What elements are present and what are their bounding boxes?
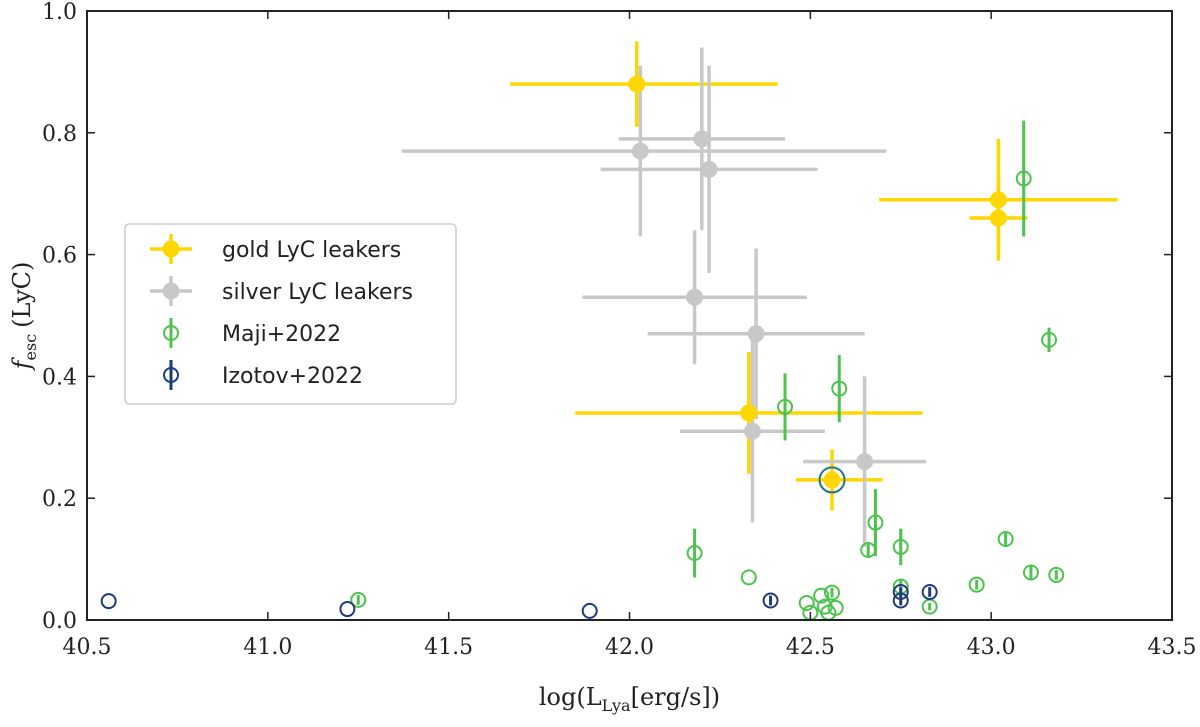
silver-lyc-leakers-point xyxy=(693,130,711,148)
maji-2022-point xyxy=(798,594,815,611)
legend-marker xyxy=(163,367,179,383)
y-tick-label: 0.2 xyxy=(42,487,77,512)
x-axis-label: log(LLya[erg/s]) xyxy=(539,683,720,715)
legend-marker xyxy=(163,325,179,341)
maji-2022-point xyxy=(968,576,985,593)
maji-2022-point xyxy=(860,541,877,558)
silver-lyc-leakers-point xyxy=(743,422,761,440)
legend-label: Izotov+2022 xyxy=(222,364,363,389)
maji-2022-point xyxy=(892,538,909,555)
x-tick-label: 41.5 xyxy=(424,635,473,660)
legend-box xyxy=(124,223,457,405)
gold-lyc-leakers-point xyxy=(740,404,758,422)
maji-2022-point xyxy=(813,587,830,604)
silver-lyc-leakers-point xyxy=(856,453,874,471)
izotov-2022-point xyxy=(921,583,938,600)
silver-lyc-leakers-point xyxy=(747,325,765,343)
errorbar-layer xyxy=(356,41,1118,611)
izotov-2022-point xyxy=(100,593,117,610)
y-tick-label: 0.4 xyxy=(42,365,77,390)
highlight-ring xyxy=(818,466,846,494)
legend-label: Maji+2022 xyxy=(222,322,341,347)
y-tick-label: 1.0 xyxy=(42,0,77,25)
maji-2022-point xyxy=(686,545,703,562)
silver-lyc-leakers-point xyxy=(631,142,649,160)
gold-lyc-leakers-point xyxy=(823,471,841,489)
x-tick-label: 43.5 xyxy=(1148,635,1197,660)
legend-marker xyxy=(162,282,180,300)
maji-2022-point xyxy=(831,380,848,397)
y-tick-label: 0.8 xyxy=(42,122,77,147)
x-tick-label: 43.0 xyxy=(967,635,1016,660)
marker-layer xyxy=(100,75,1065,621)
izotov-2022-point xyxy=(762,592,779,609)
legend-marker xyxy=(162,240,180,258)
y-tick-label: 0.6 xyxy=(42,244,77,269)
maji-2022-point xyxy=(350,591,367,608)
maji-2022-point xyxy=(777,398,794,415)
maji-2022-point xyxy=(867,514,884,531)
y-axis-label: fesc(LyC) xyxy=(8,262,40,372)
x-tick-label: 42.5 xyxy=(786,635,835,660)
izotov-2022-point xyxy=(892,583,909,600)
x-tick-label: 41.0 xyxy=(243,635,292,660)
maji-2022-point xyxy=(1041,331,1058,348)
maji-2022-point xyxy=(1015,170,1032,187)
maji-2022-point xyxy=(1022,564,1039,581)
x-tick-label: 42.0 xyxy=(605,635,654,660)
legend: gold LyC leakers silver LyC leakers Maji+2… xyxy=(124,223,457,405)
izotov-2022-point xyxy=(892,592,909,609)
y-tick-label: 0.0 xyxy=(42,609,77,634)
gold-lyc-leakers-point xyxy=(989,191,1007,209)
maji-2022-point xyxy=(824,584,841,601)
legend-label: silver LyC leakers xyxy=(222,280,413,305)
tick-layer: 40.5 41.0 41.5 42.0 42.5 43.0 43.5 0.0 0.2 0.4 0.6… xyxy=(42,0,1196,660)
maji-2022-point xyxy=(1048,566,1065,583)
legend-label: gold LyC leakers xyxy=(222,238,401,263)
silver-lyc-leakers-point xyxy=(700,160,718,178)
maji-2022-point xyxy=(740,569,757,586)
maji-2022-point xyxy=(997,531,1014,548)
gold-lyc-leakers-point xyxy=(989,209,1007,227)
gold-lyc-leakers-point xyxy=(628,75,646,93)
x-tick-label: 40.5 xyxy=(63,635,112,660)
izotov-2022-point xyxy=(581,602,598,619)
izotov-2022-point xyxy=(339,601,356,618)
silver-lyc-leakers-point xyxy=(686,288,704,306)
